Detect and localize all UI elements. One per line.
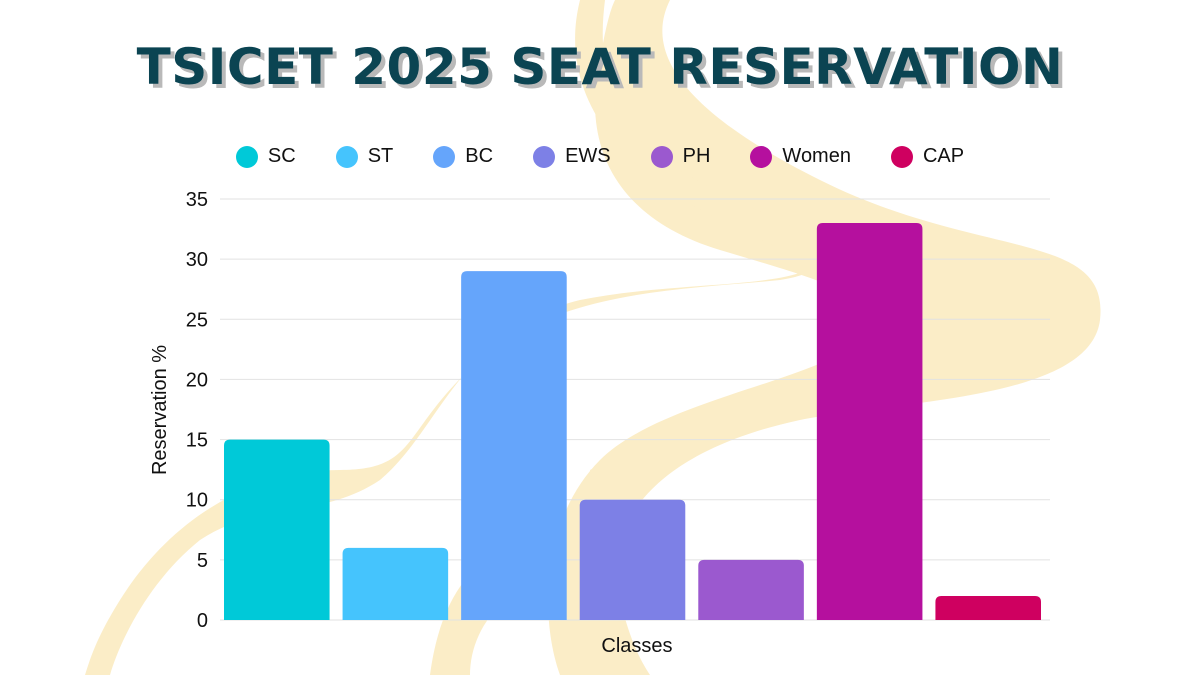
y-tick-label: 30 xyxy=(186,249,208,271)
x-axis-label: Classes xyxy=(601,635,672,657)
legend-label: Women xyxy=(782,145,851,167)
legend-label: BC xyxy=(465,145,494,167)
y-tick-label: 25 xyxy=(186,309,208,331)
bar-cap xyxy=(935,595,1041,620)
legend-label: EWS xyxy=(565,145,611,167)
legend-item-ews[interactable]: EWS xyxy=(533,145,611,168)
y-tick-label: 15 xyxy=(186,430,208,452)
bar-ews xyxy=(579,499,686,620)
legend-item-sc[interactable]: SC xyxy=(235,145,296,168)
y-tick-label: 35 xyxy=(186,189,208,211)
bar-bc xyxy=(461,271,567,620)
legend-swatch xyxy=(533,145,556,168)
legend-label: PH xyxy=(682,145,711,167)
y-tick-label: 5 xyxy=(197,550,208,572)
legend-label: CAP xyxy=(922,145,965,167)
legend-label: SC xyxy=(267,145,296,167)
legend: SC ST BC EWS PH Women CAP xyxy=(0,145,1200,168)
legend-swatch xyxy=(890,145,913,168)
legend-swatch xyxy=(433,145,456,168)
bar-sc xyxy=(224,439,330,620)
legend-swatch xyxy=(650,145,673,168)
legend-item-ph[interactable]: PH xyxy=(650,145,711,168)
legend-item-st[interactable]: ST xyxy=(335,145,394,168)
y-tick-label: 20 xyxy=(186,369,208,391)
legend-label: ST xyxy=(367,145,394,167)
chart-title: TSICET 2025 SEAT RESERVATION xyxy=(136,38,1064,96)
y-tick-label: 0 xyxy=(197,610,208,632)
legend-swatch xyxy=(750,145,773,168)
bar-st xyxy=(342,547,449,620)
legend-item-women[interactable]: Women xyxy=(750,145,851,168)
legend-swatch xyxy=(335,145,358,168)
legend-item-bc[interactable]: BC xyxy=(433,145,493,168)
bar-ph xyxy=(698,559,804,620)
y-axis-label: Reservation % xyxy=(149,345,171,475)
legend-swatch xyxy=(235,145,258,168)
bar-women xyxy=(816,223,923,621)
legend-item-cap[interactable]: CAP xyxy=(890,145,965,168)
y-tick-label: 10 xyxy=(186,490,208,512)
